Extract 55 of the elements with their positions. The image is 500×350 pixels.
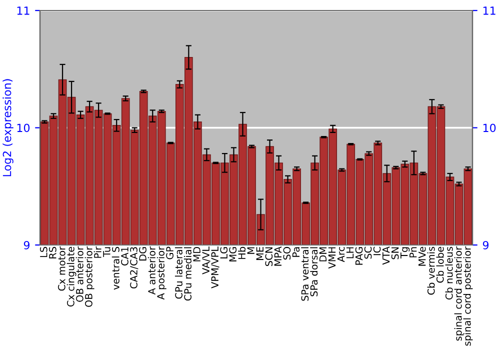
x-tick-label: OB posterior [84, 246, 94, 307]
x-tick-label: VTA [382, 246, 390, 265]
x-tick-label: DG [139, 247, 146, 260]
x-tick-label: Tg [400, 247, 410, 259]
x-tick-label: MPA [274, 246, 282, 266]
x-tick-label: ventral S [112, 246, 120, 290]
x-tick-label: CPu lateral [174, 247, 182, 299]
x-tick-label: Cb nucleus [445, 246, 453, 300]
y-axis-title: Log2 (expression) [2, 79, 14, 176]
y2-tick-label: 11 [483, 6, 496, 15]
x-tick-label: Pir [94, 246, 102, 258]
x-tick-label: VPM/VPL [211, 246, 220, 288]
x-tick-label: GP [166, 246, 174, 260]
y2-tick-label: 9 [482, 240, 489, 250]
x-tick-label: SPa ventral [301, 247, 309, 301]
x-tick-label: spinal cord anterior [454, 246, 464, 341]
x-tick-label: MVe [418, 246, 426, 266]
x-tick-label: Cb vermis [427, 246, 435, 295]
x-tick-label: Cb lobe [436, 246, 444, 283]
x-tick-label: DM [319, 247, 327, 262]
x-tick-label: LH [346, 247, 354, 258]
x-tick-label: RS [48, 246, 56, 258]
y-tick-label: 9 [24, 240, 30, 250]
x-tick-label: A anterior [148, 246, 156, 295]
x-tick-label: SC [364, 246, 372, 259]
x-tick-label: A posterior [156, 246, 166, 300]
x-tick-label: Arc [337, 246, 345, 262]
x-tick-label: SCN [265, 247, 273, 266]
x-tick-label: Cx cingulate [66, 246, 76, 306]
x-tick-label: spinal cord posterior [463, 246, 473, 346]
x-tick-label: SN [391, 247, 399, 260]
x-tick-label: Pn [410, 247, 417, 258]
x-tick-label: LG [220, 247, 228, 258]
x-tick-label: Tu [103, 247, 110, 258]
x-tick-label: IC [373, 246, 381, 256]
x-tick-label: ME [256, 247, 264, 260]
x-tick-label: CPu medial [184, 247, 192, 301]
x-tick-label: PAG [355, 247, 363, 265]
y-tick-label: 10 [17, 124, 30, 132]
x-tick-label: MD [193, 246, 200, 262]
x-tick-label: CA1 [121, 247, 128, 266]
x-tick-label: Cx motor [58, 246, 66, 291]
x-tick-label: Pa [292, 247, 300, 257]
x-tick-label: SPa dorsal [310, 247, 318, 296]
x-tick-label: M [247, 247, 254, 254]
x-tick-label: SO [283, 246, 291, 260]
x-tick-label: LS [40, 246, 48, 258]
x-tick-label: CA2/CA3 [130, 247, 138, 288]
x-tick-label: Hb [238, 246, 246, 259]
x-tick-label: VMH [328, 247, 336, 269]
y-tick-label: 11 [17, 6, 30, 15]
x-tick-label: VA/VL [202, 246, 210, 274]
x-tick-label: MG [229, 247, 237, 262]
y2-tick-label: 10 [483, 124, 496, 132]
x-tick-label: OB anterior [76, 246, 84, 302]
